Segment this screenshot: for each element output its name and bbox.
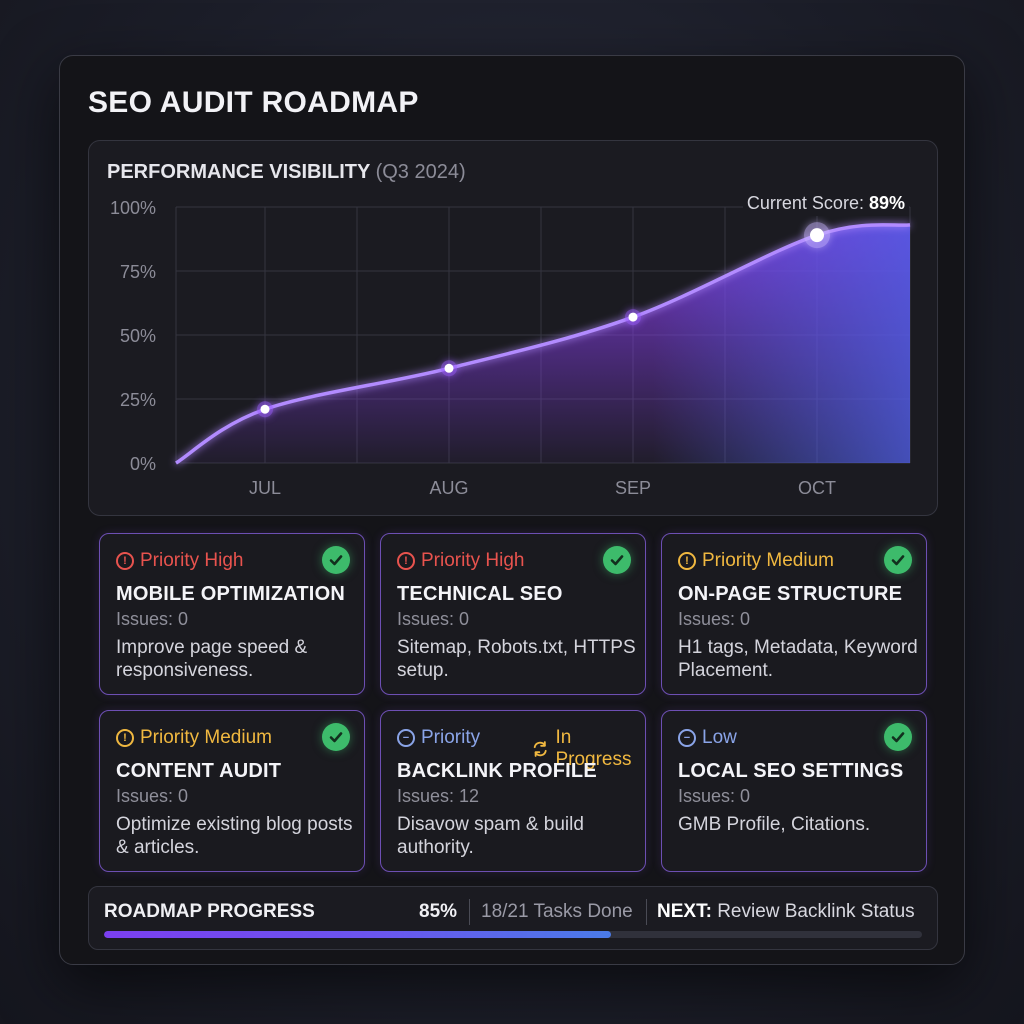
check-icon: [322, 723, 350, 751]
data-point: [810, 228, 824, 243]
chart-period: (Q3 2024): [375, 161, 466, 183]
x-tick-label: AUG: [429, 478, 468, 498]
card-description: Improve page speed & responsiveness.: [116, 637, 308, 681]
priority-label: Priority Medium: [702, 550, 834, 571]
status-label: In Progress: [555, 727, 632, 770]
check-icon: [884, 546, 912, 574]
footer-divider: [469, 899, 470, 925]
y-tick-label: 50%: [120, 326, 156, 346]
task-card[interactable]: ! Priority High TECHNICAL SEO Issues: 0 Si…: [380, 533, 646, 695]
priority-label: Low: [702, 727, 737, 748]
card-title: CONTENT AUDIT: [116, 760, 282, 782]
area-fill-overlay: [176, 224, 910, 463]
priority-tag: ! Priority Medium: [678, 550, 834, 572]
card-description: Optimize existing blog posts & articles.: [116, 814, 353, 858]
app-window: SEO AUDIT ROADMAP PERFORMANCE VISIBILITY…: [59, 55, 965, 965]
priority-label: Priority High: [421, 550, 525, 571]
check-icon: [603, 546, 631, 574]
x-tick-label: JUL: [249, 478, 281, 498]
alert-circle-icon: !: [678, 552, 696, 570]
priority-tag: − Low: [678, 727, 737, 749]
progress-bar-track: [104, 931, 922, 938]
current-score-text: Current Score:: [746, 193, 864, 213]
task-card[interactable]: ! Priority Medium ON-PAGE STRUCTURE Issue…: [661, 533, 927, 695]
priority-label: Priority Medium: [140, 727, 272, 748]
chart-title: PERFORMANCE VISIBILITY (Q3 2024): [107, 161, 466, 184]
issues-count: Issues: 0: [397, 609, 470, 629]
next-value: Review Backlink Status: [717, 901, 915, 922]
priority-tag: ! Priority High: [116, 550, 243, 572]
next-task[interactable]: NEXT: Review Backlink Status: [657, 901, 915, 923]
priority-tag: ! Priority Medium: [116, 727, 272, 749]
issues-count: Issues: 0: [116, 786, 189, 806]
card-description: H1 tags, Metadata, Keyword Placement.: [678, 637, 918, 681]
priority-tag: ! Priority High: [397, 550, 524, 572]
task-card[interactable]: ! Priority Medium CONTENT AUDIT Issues: 0…: [99, 710, 365, 872]
minus-circle-icon: −: [397, 729, 415, 747]
tasks-done-count: 18/21 Tasks Done: [481, 901, 633, 922]
minus-circle-icon: −: [678, 729, 696, 747]
next-label: NEXT:: [657, 901, 712, 922]
priority-label: Priority High: [140, 550, 244, 571]
alert-circle-icon: !: [116, 552, 134, 570]
performance-chart-panel: PERFORMANCE VISIBILITY (Q3 2024) 0% 25% 50…: [88, 140, 938, 516]
card-title: TECHNICAL SEO: [397, 583, 563, 605]
page-title: SEO AUDIT ROADMAP: [88, 86, 419, 119]
task-card[interactable]: − Priority In Progress BACKLINK PROFILE Is…: [380, 710, 646, 872]
data-point: [628, 312, 638, 322]
y-tick-label: 25%: [120, 390, 156, 410]
card-title: ON-PAGE STRUCTURE: [678, 583, 903, 605]
issues-count: Issues: 12: [397, 786, 480, 806]
task-card[interactable]: − Low LOCAL SEO SETTINGS Issues: 0 GMB Pro…: [661, 710, 927, 872]
priority-label: Priority: [421, 727, 481, 748]
alert-circle-icon: !: [116, 729, 134, 747]
card-description: Disavow spam & build authority.: [397, 814, 584, 858]
card-title: LOCAL SEO SETTINGS: [678, 760, 904, 782]
progress-label: ROADMAP PROGRESS: [104, 901, 315, 922]
performance-chart: 0% 25% 50% 75% 100% JUL AUG SEP OCT: [110, 198, 911, 498]
check-icon: [322, 546, 350, 574]
chart-title-text: PERFORMANCE VISIBILITY: [107, 161, 370, 183]
card-title: MOBILE OPTIMIZATION: [116, 583, 345, 605]
footer-divider: [646, 899, 647, 925]
x-tick-label: SEP: [615, 478, 651, 498]
progress-percent: 85%: [419, 901, 458, 922]
roadmap-progress-footer: ROADMAP PROGRESS 85% 18/21 Tasks Done NE…: [88, 886, 938, 950]
issues-count: Issues: 0: [678, 609, 751, 629]
data-point: [444, 363, 454, 373]
priority-tag: − Priority: [397, 727, 480, 749]
current-score-value: 89%: [868, 193, 905, 213]
check-icon: [884, 723, 912, 751]
alert-circle-icon: !: [397, 552, 415, 570]
progress-bar-fill: [104, 931, 612, 938]
refresh-icon: [533, 741, 547, 757]
card-description: Sitemap, Robots.txt, HTTPS setup.: [397, 637, 636, 681]
card-description: GMB Profile, Citations.: [678, 814, 871, 835]
task-card[interactable]: ! Priority High MOBILE OPTIMIZATION Issue…: [99, 533, 365, 695]
y-tick-label: 75%: [120, 262, 156, 282]
x-tick-label: OCT: [798, 478, 836, 498]
issues-count: Issues: 0: [116, 609, 189, 629]
issues-count: Issues: 0: [678, 786, 751, 806]
y-tick-label: 100%: [110, 198, 156, 218]
y-tick-label: 0%: [130, 454, 156, 474]
current-score-label: Current Score: 89%: [742, 191, 909, 216]
status-badge: In Progress: [531, 727, 645, 771]
data-point: [260, 404, 270, 414]
card-title: BACKLINK PROFILE: [397, 760, 597, 782]
